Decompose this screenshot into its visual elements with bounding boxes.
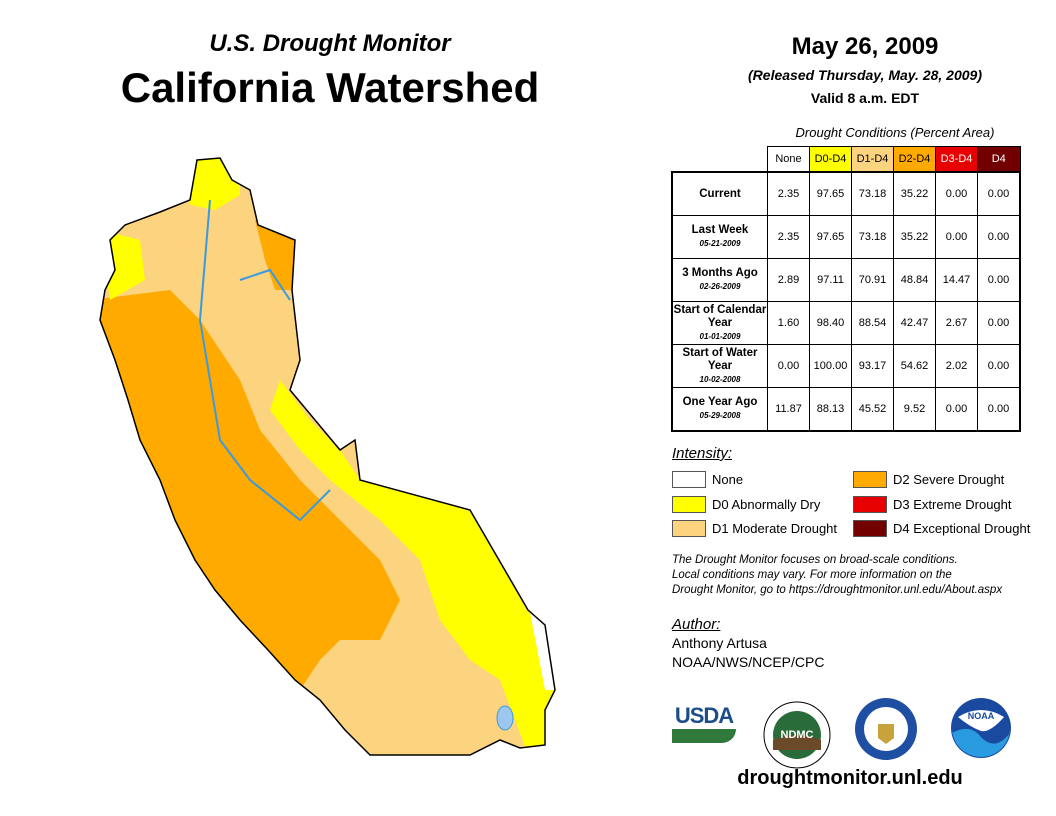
table-cell: 2.89 xyxy=(767,258,810,302)
col-d0: D0-D4 xyxy=(809,146,852,173)
col-none: None xyxy=(767,146,810,173)
map-title: California Watershed xyxy=(120,64,540,111)
footer-url[interactable]: droughtmonitor.unl.edu xyxy=(737,767,963,789)
noaa-logo: NOAA xyxy=(951,698,1011,758)
table-cell: 73.18 xyxy=(851,171,894,216)
d0-region-east xyxy=(270,380,555,755)
table-cell: 0.00 xyxy=(977,258,1021,302)
table-cell: 35.22 xyxy=(893,215,936,259)
col-d3: D3-D4 xyxy=(935,146,978,173)
table-cell: 1.60 xyxy=(767,301,810,345)
table-cell: 2.35 xyxy=(767,215,810,259)
drought-map xyxy=(99,157,556,756)
table-row: 3 Months Ago 02-26-2009 2.89 97.11 70.91 48.8… xyxy=(671,258,1021,302)
salton-sea xyxy=(496,705,514,731)
legend-item: D4 Exceptional Drought xyxy=(853,520,1030,537)
author-org: NOAA/NWS/NCEP/CPC xyxy=(672,654,825,670)
table-cell: 9.52 xyxy=(893,387,936,432)
table-cell: 97.65 xyxy=(809,215,852,259)
table-cell: 0.00 xyxy=(935,215,978,259)
table-cell: 73.18 xyxy=(851,215,894,259)
row-label: Start of Water Year 10-02-2008 xyxy=(671,344,768,388)
col-d4: D4 xyxy=(977,146,1021,173)
table-row: Last Week 05-21-2009 2.35 97.65 73.18 35.22 0.… xyxy=(671,215,1021,259)
table-cell: 97.11 xyxy=(809,258,852,302)
table-cell: 45.52 xyxy=(851,387,894,432)
legend-item: None xyxy=(672,471,743,488)
table-cell: 0.00 xyxy=(935,387,978,432)
legend-item: D0 Abnormally Dry xyxy=(672,496,820,513)
map-subtitle: U.S. Drought Monitor xyxy=(209,30,451,57)
table-cell: 98.40 xyxy=(809,301,852,345)
col-d1: D1-D4 xyxy=(851,146,894,173)
table-cell: 100.00 xyxy=(809,344,852,388)
legend-item: D3 Extreme Drought xyxy=(853,496,1012,513)
author-name: Anthony Artusa xyxy=(672,635,767,651)
map-date: May 26, 2009 xyxy=(791,33,939,60)
row-label: Start of Calendar Year 01-01-2009 xyxy=(671,301,768,345)
table-row: Start of Calendar Year 01-01-2009 1.60 98.4… xyxy=(671,301,1021,345)
table-cell: 70.91 xyxy=(851,258,894,302)
svg-text:NOAA: NOAA xyxy=(968,711,995,721)
row-label: 3 Months Ago 02-26-2009 xyxy=(671,258,768,302)
table-cell: 42.47 xyxy=(893,301,936,345)
table-cell: 88.54 xyxy=(851,301,894,345)
table-caption: Drought Conditions (Percent Area) xyxy=(795,125,995,140)
table-cell: 48.84 xyxy=(893,258,936,302)
table-cell: 0.00 xyxy=(977,344,1021,388)
author-block: Author: Anthony Artusa NOAA/NWS/NCEP/CPC xyxy=(672,615,824,672)
row-label: Current xyxy=(671,171,768,216)
table-cell: 0.00 xyxy=(977,171,1021,216)
commerce-seal xyxy=(855,698,917,760)
table-row: Start of Water Year 10-02-2008 0.00 100.00 9… xyxy=(671,344,1021,388)
usda-logo: USDA xyxy=(672,703,736,743)
table-cell: 11.87 xyxy=(767,387,810,432)
table-cell: 35.22 xyxy=(893,171,936,216)
table-cell: 54.62 xyxy=(893,344,936,388)
legend: Intensity: None D0 Abnormally Dry D1 Mod… xyxy=(672,445,1052,537)
table-cell: 93.17 xyxy=(851,344,894,388)
disclaimer-note: The Drought Monitor focuses on broad-sca… xyxy=(672,554,1003,596)
legend-item: D2 Severe Drought xyxy=(853,471,1004,488)
table-cell: 2.67 xyxy=(935,301,978,345)
table-cell: 88.13 xyxy=(809,387,852,432)
table-cell: 0.00 xyxy=(977,301,1021,345)
table-cell: 2.02 xyxy=(935,344,978,388)
legend-item: D1 Moderate Drought xyxy=(672,520,837,537)
river-lines-2 xyxy=(239,268,291,301)
table-cell: 0.00 xyxy=(935,171,978,216)
table-cell: 0.00 xyxy=(767,344,810,388)
table-row: One Year Ago 05-29-2008 11.87 88.13 45.52 9.5… xyxy=(671,387,1021,432)
table-cell: 14.47 xyxy=(935,258,978,302)
table-cell: 0.00 xyxy=(977,387,1021,432)
release-date: (Released Thursday, May. 28, 2009) xyxy=(748,67,982,83)
table-cell: 2.35 xyxy=(767,171,810,216)
table-cell: 97.65 xyxy=(809,171,852,216)
drought-conditions-table: None D0-D4 D1-D4 D2-D4 D3-D4 D4 Current 2… xyxy=(671,146,1021,432)
table-cell: 0.00 xyxy=(977,215,1021,259)
valid-time: Valid 8 a.m. EDT xyxy=(810,90,920,106)
legend-title: Intensity: xyxy=(672,445,733,462)
table-row: Current 2.35 97.65 73.18 35.22 0.00 0.00 xyxy=(671,171,1021,216)
river-lines xyxy=(198,199,331,522)
row-label: Last Week 05-21-2009 xyxy=(671,215,768,259)
row-label: One Year Ago 05-29-2008 xyxy=(671,387,768,432)
ndmc-logo: NDMC xyxy=(763,701,831,769)
col-d2: D2-D4 xyxy=(893,146,936,173)
author-title: Author: xyxy=(672,616,721,633)
svg-text:NDMC: NDMC xyxy=(781,729,814,741)
